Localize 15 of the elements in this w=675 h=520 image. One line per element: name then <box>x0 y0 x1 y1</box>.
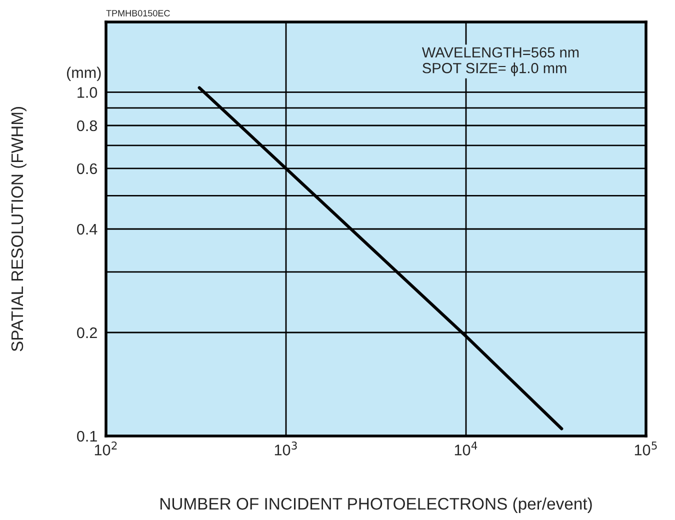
y-tick-label: 0.1 <box>77 430 97 442</box>
text: (mm) <box>67 66 101 82</box>
x-tick-label: 10$^{3}$ <box>274 442 297 456</box>
y-axis-title: SPATIAL RESOLUTION (FWHM) <box>10 107 26 352</box>
y-tick-label: 0.8 <box>77 120 98 132</box>
annotation: WAVELENGTH=565 nm SPOT SIZE= ϕ1.0 mm <box>422 47 579 76</box>
x-tick-label: 10$^{4}$ <box>454 442 478 456</box>
x-axis-title: NUMBER OF INCIDENT PHOTOELECTRONS (per/event) <box>160 497 592 513</box>
x-tick-label: 10$^{5}$ <box>634 442 657 456</box>
y-tick-label: 1.0 <box>78 87 98 98</box>
x-tick-label: 10$^{2}$ <box>94 442 117 456</box>
y-tick-label: 0.6 <box>77 163 97 174</box>
y-tick-label: 0.4 <box>77 224 98 235</box>
text: TPMHB0150EC <box>106 10 170 16</box>
y-tick-label: 0.2 <box>77 327 97 338</box>
